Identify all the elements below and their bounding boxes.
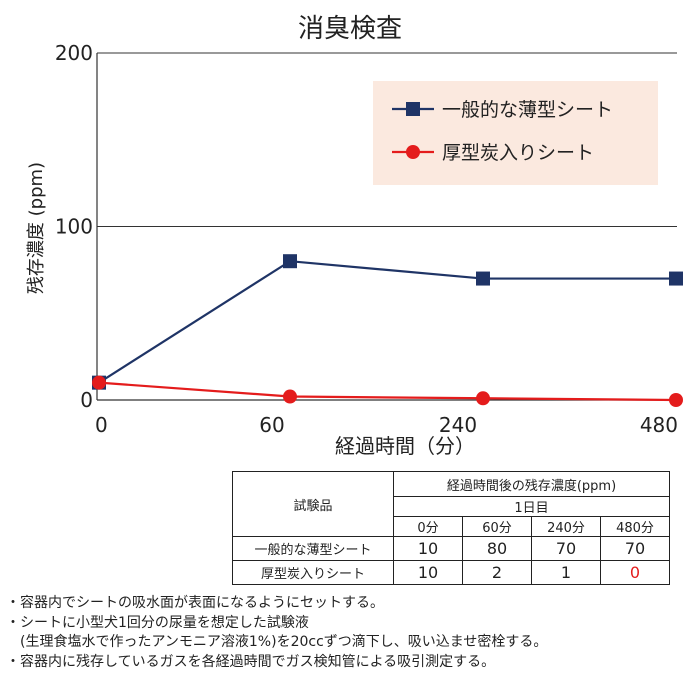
note-line: ・容器内でシートの吸水面が表面になるようにセットする。: [6, 595, 384, 611]
series-line: [98, 260, 676, 384]
table-row-label: 厚型炭入りシート: [232, 560, 394, 585]
y-axis-title: 残存濃度 (ppm): [26, 162, 47, 294]
y-tick-label: 0: [80, 388, 93, 412]
table-column-header: 240分: [531, 516, 601, 537]
x-tick-label: 240: [439, 413, 477, 437]
table-cell: 70: [531, 536, 601, 561]
table-corner-label: 試験品: [232, 471, 394, 537]
chart-title: 消臭検査: [297, 14, 402, 44]
data-point-circle: [476, 391, 490, 406]
table-group-header: 経過時間後の残存濃度(ppm): [393, 471, 670, 497]
x-tick-label: 60: [259, 413, 284, 437]
table-day-header: 1日目: [393, 496, 670, 517]
data-point-square: [476, 271, 490, 286]
x-axis-title: 経過時間（分）: [335, 434, 475, 458]
table-cell: 1: [531, 560, 601, 585]
table-row: 厚型炭入りシート 10 2 1 0: [232, 560, 670, 585]
x-tick-label: 480: [640, 413, 678, 437]
note-line: ・容器内に残存しているガスを各経過時間でガス検知管による吸引測定する。: [6, 653, 496, 670]
data-point-square: [669, 271, 683, 286]
legend-label: 一般的な薄型シート: [442, 99, 613, 121]
x-tick-label: 0: [95, 413, 108, 437]
table-cell: 80: [462, 536, 532, 561]
note-line: (生理食塩水で作ったアンモニア溶液1%)を20ccずつ滴下し、吸い込ませ密栓する…: [6, 634, 548, 650]
table-cell: 70: [600, 536, 670, 561]
legend-marker-square: [406, 102, 420, 116]
table-cell: 0: [600, 560, 670, 585]
table-cell: 2: [462, 560, 532, 585]
legend-box: [373, 81, 658, 185]
data-point-circle: [92, 375, 106, 390]
line-chart: 0 100 200 0 60 240 480 経過時間（分） 残存濃度 (ppm) 一般的な薄型…: [26, 41, 683, 458]
test-notes: ・容器内でシートの吸水面が表面になるようにセットする。 ・シートに小型犬1回分の…: [6, 594, 696, 672]
y-tick-label: 100: [55, 215, 93, 239]
note-line: ・シートに小型犬1回分の尿量を想定した試験液: [6, 614, 309, 631]
data-point-circle: [669, 393, 683, 407]
results-table: 試験品 経過時間後の残存濃度(ppm) 1日目 0分 60分 240分 480分…: [232, 471, 670, 585]
legend-marker-circle: [406, 145, 420, 159]
table-column-header: 60分: [462, 516, 532, 537]
table-row-label: 一般的な薄型シート: [232, 536, 394, 561]
table-column-header: 480分: [600, 516, 670, 537]
data-point-square: [283, 254, 297, 269]
data-point-circle: [283, 389, 297, 404]
y-tick-label: 200: [55, 41, 93, 65]
table-row: 一般的な薄型シート 10 80 70 70: [232, 536, 670, 561]
table-cell: 10: [393, 560, 463, 585]
table-column-header: 0分: [393, 516, 463, 537]
series-line: [98, 381, 677, 402]
legend-label: 厚型炭入りシート: [442, 142, 594, 164]
table-cell: 10: [393, 536, 463, 561]
